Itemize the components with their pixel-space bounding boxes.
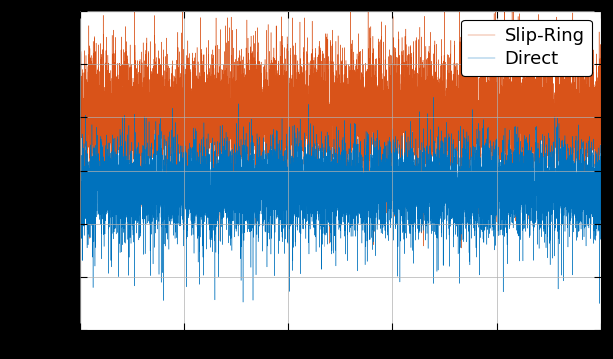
Direct (76, 173, 83, 178)
Slip-Ring (569, 138, 577, 143)
Slip-Ring (107, 68, 115, 73)
Slip-Ring (597, 57, 604, 61)
Direct (430, 95, 437, 99)
Slip-Ring (178, 89, 186, 94)
Slip-Ring (76, 129, 83, 133)
Line: Slip-Ring: Slip-Ring (80, 0, 601, 248)
Slip-Ring (331, 102, 338, 106)
Legend: Slip-Ring, Direct: Slip-Ring, Direct (461, 20, 592, 76)
Direct (596, 301, 603, 306)
Direct (331, 187, 338, 191)
Line: Direct: Direct (80, 97, 601, 303)
Direct (107, 197, 115, 202)
Direct (78, 198, 86, 202)
Direct (569, 210, 577, 214)
Direct (178, 178, 186, 182)
Slip-Ring (458, 246, 465, 250)
Direct (97, 218, 105, 222)
Slip-Ring (78, 131, 86, 135)
Direct (597, 183, 604, 187)
Slip-Ring (97, 52, 105, 56)
